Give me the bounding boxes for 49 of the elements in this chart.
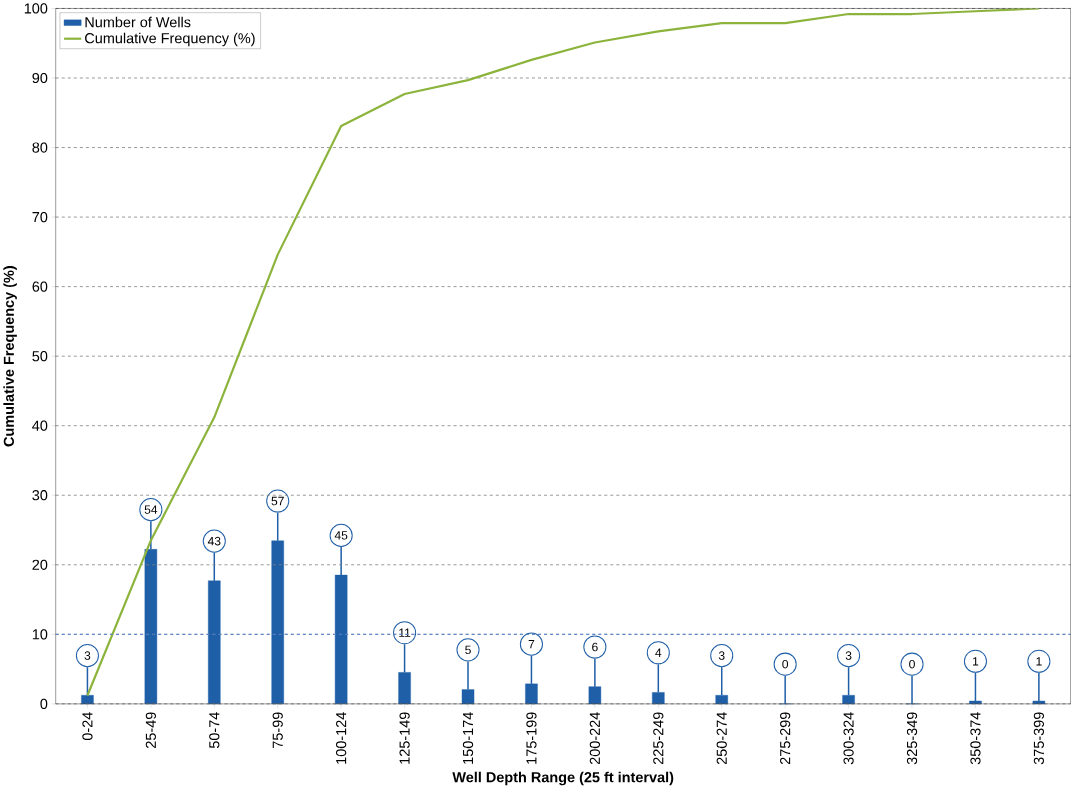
data-label: 0: [909, 660, 915, 669]
data-label: 45: [334, 531, 348, 540]
y-tick-label: 40: [32, 420, 48, 432]
y-tick-label: 0: [40, 698, 48, 710]
x-tick-label: 225-249: [653, 712, 664, 765]
y-tick-label: 60: [32, 281, 48, 292]
x-tick-label: 350-374: [970, 712, 981, 765]
y-tick-label: 30: [32, 490, 48, 501]
data-label: 1: [973, 657, 979, 666]
data-label: 4: [655, 648, 662, 658]
x-tick-label: 275-299: [780, 712, 791, 765]
bar: [81, 695, 94, 705]
x-axis-title: Well Depth Range (25 ft interval): [452, 771, 674, 786]
x-tick-label: 250-274: [716, 712, 727, 765]
x-tick-label: 25-49: [145, 712, 156, 749]
y-tick-label: 70: [32, 212, 48, 223]
data-label: 11: [399, 628, 411, 638]
y-tick-label: 50: [32, 351, 48, 362]
x-tick-label: 0-24: [82, 712, 93, 741]
x-tick-label: 200-224: [589, 712, 600, 765]
data-label: 57: [271, 497, 284, 506]
data-label: 1: [1036, 657, 1042, 666]
y-tick-label: 10: [32, 629, 48, 640]
x-tick-label: 150-174: [462, 712, 474, 764]
x-tick-label: 125-149: [399, 712, 410, 764]
x-tick-label: 100-124: [336, 712, 347, 764]
legend-label: Number of Wells: [85, 16, 191, 28]
data-label: 7: [528, 640, 535, 649]
y-tick-label: 80: [32, 142, 48, 153]
x-tick-label: 375-399: [1033, 712, 1045, 765]
data-label: 5: [465, 645, 471, 655]
x-tick-label: 75-99: [272, 712, 283, 749]
y-tick-label: 90: [32, 73, 48, 84]
y-axis-title: Cumulative Frequency (%): [3, 266, 17, 447]
legend-label: Cumulative Frequency (%): [85, 32, 255, 47]
data-label: 43: [207, 537, 221, 546]
x-tick-label: 325-349: [906, 712, 918, 765]
data-label: 3: [845, 651, 852, 661]
data-label: 54: [144, 505, 158, 515]
data-label: 6: [592, 642, 598, 652]
data-label: 3: [718, 651, 725, 661]
x-tick-label: 300-324: [843, 712, 854, 765]
y-tick-label: 20: [32, 559, 48, 571]
x-tick-label: 175-199: [526, 712, 537, 764]
data-label: 3: [84, 651, 91, 661]
y-tick-label: 100: [24, 3, 48, 14]
line-series: [86, 8, 1040, 697]
x-tick-label: 50-74: [209, 712, 220, 749]
data-label: 0: [782, 660, 789, 669]
